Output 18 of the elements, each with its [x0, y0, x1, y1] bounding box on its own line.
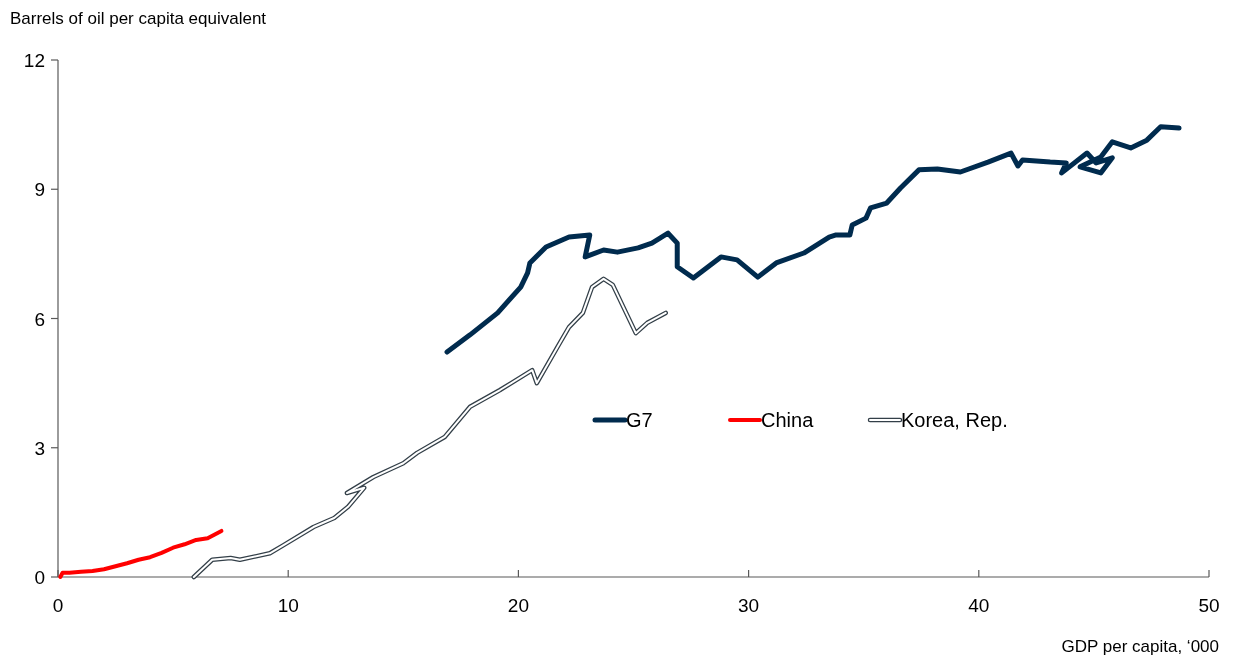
- line-series: [58, 528, 224, 579]
- line-series: [191, 276, 668, 580]
- x-tick-label: 20: [507, 595, 529, 616]
- y-tick-label: 6: [34, 308, 45, 330]
- y-tick-label: 9: [34, 179, 45, 201]
- legend-label: China: [761, 409, 815, 431]
- y-tick-label: 0: [34, 567, 45, 588]
- x-axis-title: GDP per capita, ‘000: [1061, 637, 1219, 656]
- x-tick-label: 40: [968, 595, 990, 616]
- x-tick-label: 10: [277, 595, 299, 616]
- x-tick-label: 30: [738, 595, 760, 616]
- legend-label: G7: [626, 409, 653, 431]
- x-tick-label: 50: [1198, 595, 1220, 616]
- y-tick-label: 12: [23, 50, 45, 71]
- y-axis-title: Barrels of oil per capita equivalent: [10, 9, 267, 28]
- x-tick-label: 0: [52, 595, 64, 616]
- legend-label: Korea, Rep.: [901, 409, 1008, 431]
- y-tick-label: 3: [34, 437, 45, 459]
